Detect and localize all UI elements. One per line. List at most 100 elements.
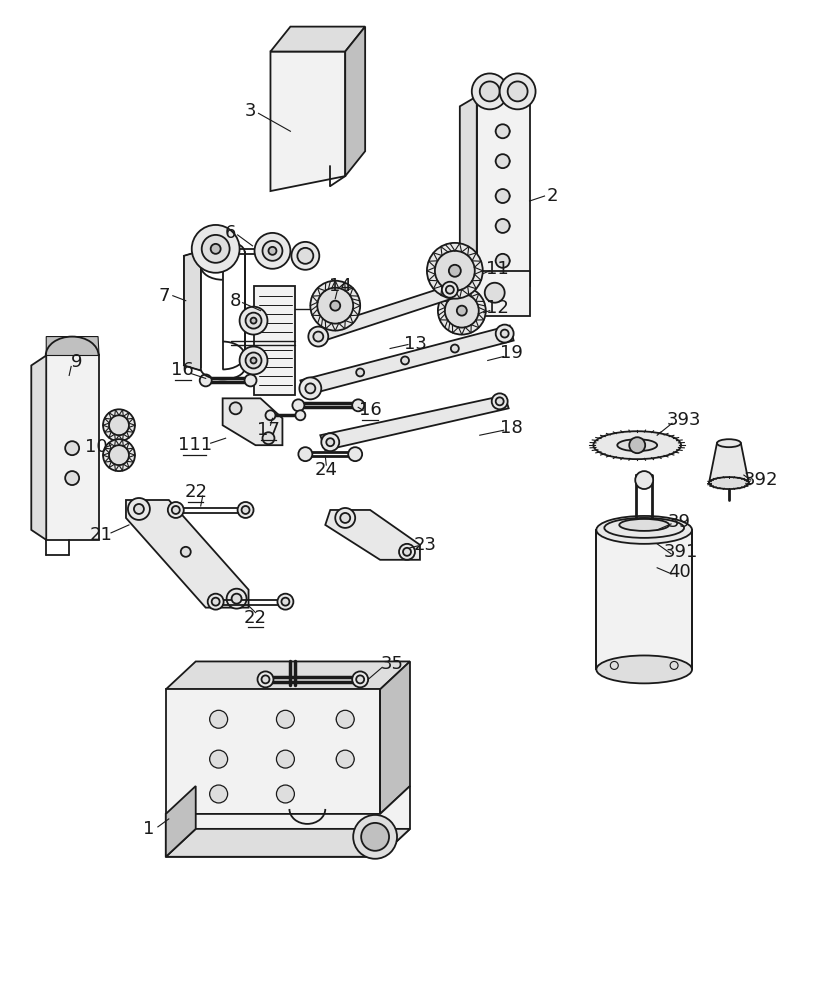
- Circle shape: [263, 432, 274, 444]
- Circle shape: [211, 244, 220, 254]
- Circle shape: [438, 287, 486, 335]
- Ellipse shape: [495, 223, 510, 228]
- Circle shape: [208, 594, 224, 610]
- Text: 111: 111: [178, 436, 212, 454]
- Circle shape: [330, 301, 340, 311]
- Ellipse shape: [210, 756, 228, 762]
- Circle shape: [399, 544, 415, 560]
- Circle shape: [299, 377, 322, 399]
- Text: 10: 10: [85, 438, 108, 456]
- Circle shape: [508, 81, 528, 101]
- Polygon shape: [380, 661, 410, 814]
- Polygon shape: [47, 355, 99, 540]
- Circle shape: [353, 671, 368, 687]
- Text: 18: 18: [500, 419, 523, 437]
- Text: 21: 21: [90, 526, 113, 544]
- Circle shape: [317, 288, 353, 324]
- Polygon shape: [345, 27, 365, 176]
- Ellipse shape: [277, 716, 295, 722]
- Polygon shape: [166, 689, 380, 814]
- Circle shape: [336, 710, 354, 728]
- Polygon shape: [166, 786, 196, 857]
- Circle shape: [451, 345, 459, 353]
- Circle shape: [356, 675, 364, 683]
- Circle shape: [308, 327, 328, 347]
- Polygon shape: [184, 251, 201, 370]
- Circle shape: [232, 594, 242, 604]
- Polygon shape: [477, 96, 530, 286]
- Polygon shape: [47, 337, 99, 355]
- Circle shape: [495, 154, 510, 168]
- Polygon shape: [460, 96, 477, 286]
- Circle shape: [336, 750, 354, 768]
- Text: 6: 6: [225, 224, 237, 242]
- Text: 24: 24: [315, 461, 338, 479]
- Circle shape: [495, 254, 510, 268]
- Polygon shape: [166, 661, 410, 689]
- Circle shape: [210, 785, 228, 803]
- Circle shape: [670, 661, 678, 669]
- Text: 11: 11: [486, 260, 509, 278]
- Circle shape: [277, 594, 294, 610]
- Circle shape: [251, 357, 256, 363]
- Circle shape: [109, 415, 129, 435]
- Circle shape: [313, 332, 323, 342]
- Circle shape: [629, 437, 645, 453]
- Text: 39: 39: [667, 513, 690, 531]
- Polygon shape: [223, 398, 282, 445]
- Circle shape: [168, 502, 184, 518]
- Ellipse shape: [717, 439, 741, 447]
- Text: 7: 7: [158, 287, 170, 305]
- Circle shape: [227, 589, 246, 609]
- Circle shape: [305, 383, 315, 393]
- Circle shape: [242, 506, 250, 514]
- Circle shape: [495, 124, 510, 138]
- Circle shape: [291, 242, 319, 270]
- Text: 40: 40: [667, 563, 690, 581]
- Circle shape: [356, 368, 364, 376]
- Circle shape: [492, 393, 508, 409]
- Polygon shape: [484, 86, 524, 101]
- Circle shape: [401, 356, 409, 364]
- Text: 19: 19: [500, 344, 523, 362]
- Circle shape: [310, 281, 360, 331]
- Ellipse shape: [495, 194, 510, 199]
- Circle shape: [277, 710, 295, 728]
- Circle shape: [340, 513, 350, 523]
- Polygon shape: [321, 395, 508, 450]
- Circle shape: [480, 81, 499, 101]
- Circle shape: [240, 347, 268, 374]
- Circle shape: [246, 313, 261, 329]
- Ellipse shape: [210, 791, 228, 797]
- Circle shape: [263, 241, 282, 261]
- Ellipse shape: [617, 439, 657, 451]
- Circle shape: [277, 750, 295, 768]
- Text: 14: 14: [329, 277, 352, 295]
- Circle shape: [103, 409, 135, 441]
- Circle shape: [495, 219, 510, 233]
- Ellipse shape: [277, 791, 295, 797]
- Circle shape: [192, 225, 240, 273]
- Circle shape: [277, 785, 295, 803]
- Text: 393: 393: [667, 411, 701, 429]
- Circle shape: [499, 73, 535, 109]
- Circle shape: [427, 243, 483, 299]
- Circle shape: [292, 399, 304, 411]
- Circle shape: [210, 750, 228, 768]
- Text: 8: 8: [230, 292, 242, 310]
- Circle shape: [282, 598, 290, 606]
- Circle shape: [295, 410, 305, 420]
- Circle shape: [109, 445, 129, 465]
- Circle shape: [297, 248, 313, 264]
- Circle shape: [445, 294, 479, 328]
- Circle shape: [245, 374, 256, 386]
- Circle shape: [495, 325, 513, 343]
- Circle shape: [268, 247, 277, 255]
- Polygon shape: [126, 500, 249, 608]
- Circle shape: [472, 73, 508, 109]
- Text: 35: 35: [380, 655, 404, 673]
- Circle shape: [299, 447, 313, 461]
- Ellipse shape: [593, 431, 681, 459]
- Circle shape: [610, 661, 619, 669]
- Ellipse shape: [495, 129, 510, 134]
